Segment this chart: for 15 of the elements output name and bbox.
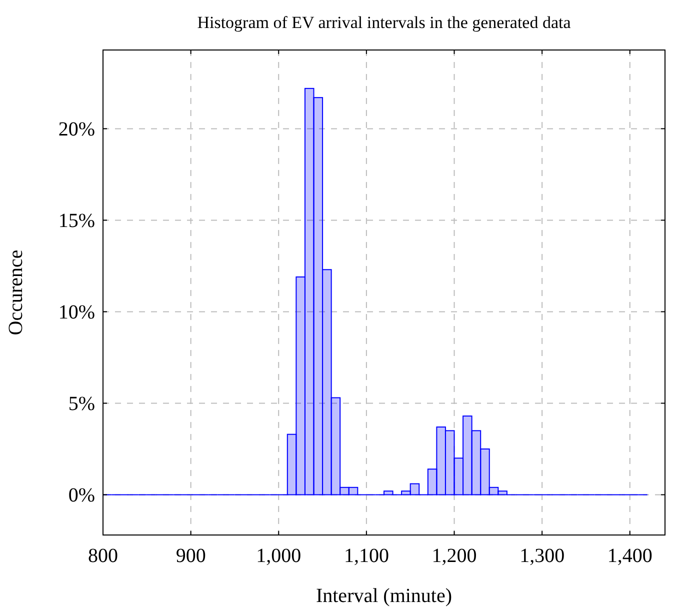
y-tick-label: 0% — [68, 484, 95, 507]
chart-title: Histogram of EV arrival intervals in the generated data — [197, 13, 572, 32]
y-tick-label: 15% — [58, 210, 95, 232]
y-axis-title: Occurence — [5, 250, 27, 336]
x-tick-label: 1,000 — [256, 545, 302, 567]
x-tick-label: 900 — [176, 545, 206, 567]
x-tick-label: 1,100 — [344, 545, 389, 567]
x-tick-label: 1,200 — [432, 545, 477, 567]
y-tick-label: 5% — [68, 393, 95, 416]
x-tick-label: 1,400 — [607, 545, 652, 567]
y-tick-label: 20% — [58, 118, 95, 141]
y-tick-label: 10% — [58, 302, 95, 324]
x-tick-label: 800 — [88, 545, 118, 567]
x-tick-label: 1,300 — [520, 545, 565, 567]
x-axis-title: Interval (minute) — [316, 585, 452, 607]
